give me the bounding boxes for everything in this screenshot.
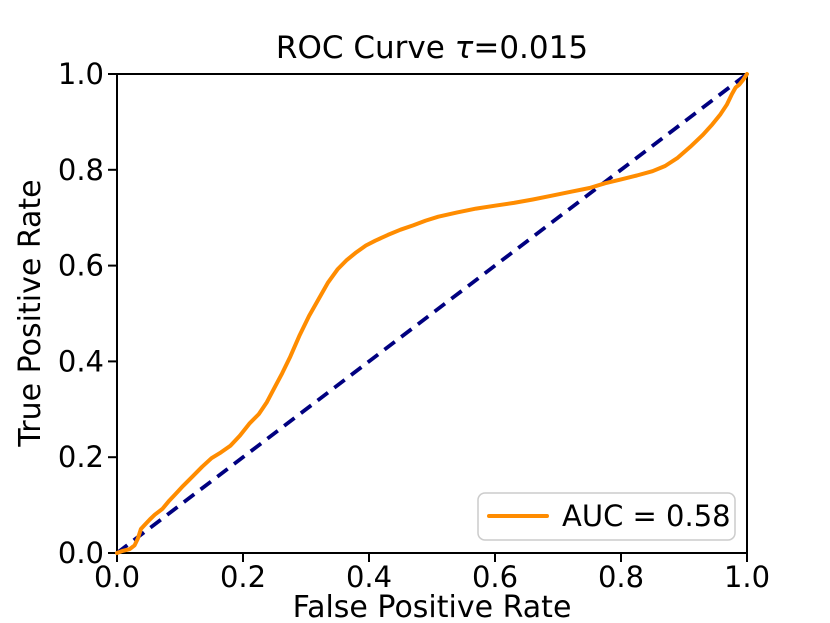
x-tick-label: 0.6 <box>472 560 518 594</box>
y-tick-label: 0.2 <box>58 440 104 474</box>
chart-title: ROC Curve τ=0.015 <box>276 30 588 66</box>
y-tick-label: 0.8 <box>58 153 104 187</box>
x-tick-label: 0.8 <box>598 560 644 594</box>
x-tick-label: 0.2 <box>220 560 266 594</box>
y-tick-label: 0.4 <box>58 344 104 378</box>
chance-diagonal-line <box>115 72 749 555</box>
legend-label: AUC = 0.58 <box>562 499 731 533</box>
x-tick-label: 0.0 <box>94 560 140 594</box>
x-axis: 0.0 0.2 0.4 0.6 0.8 1.0 <box>94 553 770 594</box>
roc-curve-line <box>115 72 749 555</box>
plot-border <box>116 73 748 554</box>
y-tick-label: 1.0 <box>58 57 104 91</box>
legend: AUC = 0.58 <box>477 492 736 541</box>
x-axis-label: False Positive Rate <box>293 590 572 623</box>
x-tick-label: 1.0 <box>724 560 770 594</box>
y-tick-label: 0.6 <box>58 249 104 283</box>
tau-symbol: τ <box>455 30 474 66</box>
y-tick-label: 0.0 <box>58 536 104 570</box>
y-axis-label: True Positive Rate <box>13 179 48 447</box>
y-axis: 0.0 0.2 0.4 0.6 0.8 1.0 <box>58 57 117 570</box>
legend-box <box>477 492 736 541</box>
x-tick-label: 0.4 <box>346 560 392 594</box>
